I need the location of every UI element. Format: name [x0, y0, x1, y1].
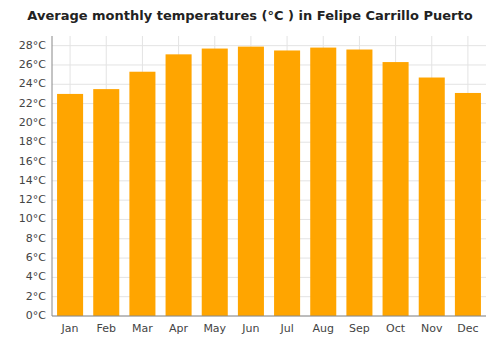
x-tick-label: Jun [241, 322, 259, 335]
grid [52, 36, 486, 316]
y-tick-label: 8°C [26, 232, 46, 245]
y-tick-label: 26°C [19, 58, 46, 71]
y-tick-label: 6°C [26, 251, 46, 264]
x-tick-label: Dec [457, 322, 478, 335]
y-grid-line [52, 45, 486, 46]
x-tick-label: Nov [421, 322, 443, 335]
y-axis-line [52, 36, 53, 316]
bar [383, 62, 409, 316]
y-grid-line [52, 316, 486, 317]
x-tick-label: Jan [61, 322, 79, 335]
y-tick-label: 12°C [19, 193, 46, 206]
bar [166, 54, 192, 316]
bar [274, 50, 300, 316]
bar [455, 93, 481, 316]
bar [238, 47, 264, 316]
x-tick-label: Apr [169, 322, 189, 335]
y-tick-label: 14°C [19, 174, 46, 187]
y-tick-label: 18°C [19, 135, 46, 148]
bar [346, 50, 372, 316]
bar [93, 89, 119, 316]
y-tick-label: 10°C [19, 212, 46, 225]
y-tick-label: 2°C [26, 290, 46, 303]
y-tick-label: 16°C [19, 155, 46, 168]
y-tick-label: 28°C [19, 39, 46, 52]
y-tick-label: 24°C [19, 77, 46, 90]
bar [419, 78, 445, 316]
bar [57, 94, 83, 316]
bar [129, 72, 155, 316]
y-tick-label: 4°C [26, 270, 46, 283]
y-grid-line [52, 64, 486, 65]
x-axis-line [52, 316, 486, 317]
chart: 0°C 2°C 4°C 6°C 8°C 10°C 12°C 14°C 16°C 18°C 20°C 2… [0, 0, 500, 350]
chart-container: 0°C 2°C 4°C 6°C 8°C 10°C 12°C 14°C 16°C 18°C 20°C 2… [0, 0, 500, 350]
y-tick-label: 20°C [19, 116, 46, 129]
x-tick-label: Oct [386, 322, 406, 335]
bar [310, 48, 336, 316]
x-tick-label: Aug [313, 322, 334, 335]
x-tick-label: Sep [349, 322, 370, 335]
x-tick-label: May [203, 322, 226, 335]
y-tick-label: 0°C [26, 309, 46, 322]
x-tick-label: Feb [97, 322, 116, 335]
title: Average monthly temperatures (°C ) in Fe… [27, 8, 472, 23]
x-tick-label: Mar [132, 322, 153, 335]
bars [57, 47, 481, 316]
y-tick-label: 22°C [19, 97, 46, 110]
x-tick-label: Jul [279, 322, 293, 335]
bar [202, 49, 228, 316]
